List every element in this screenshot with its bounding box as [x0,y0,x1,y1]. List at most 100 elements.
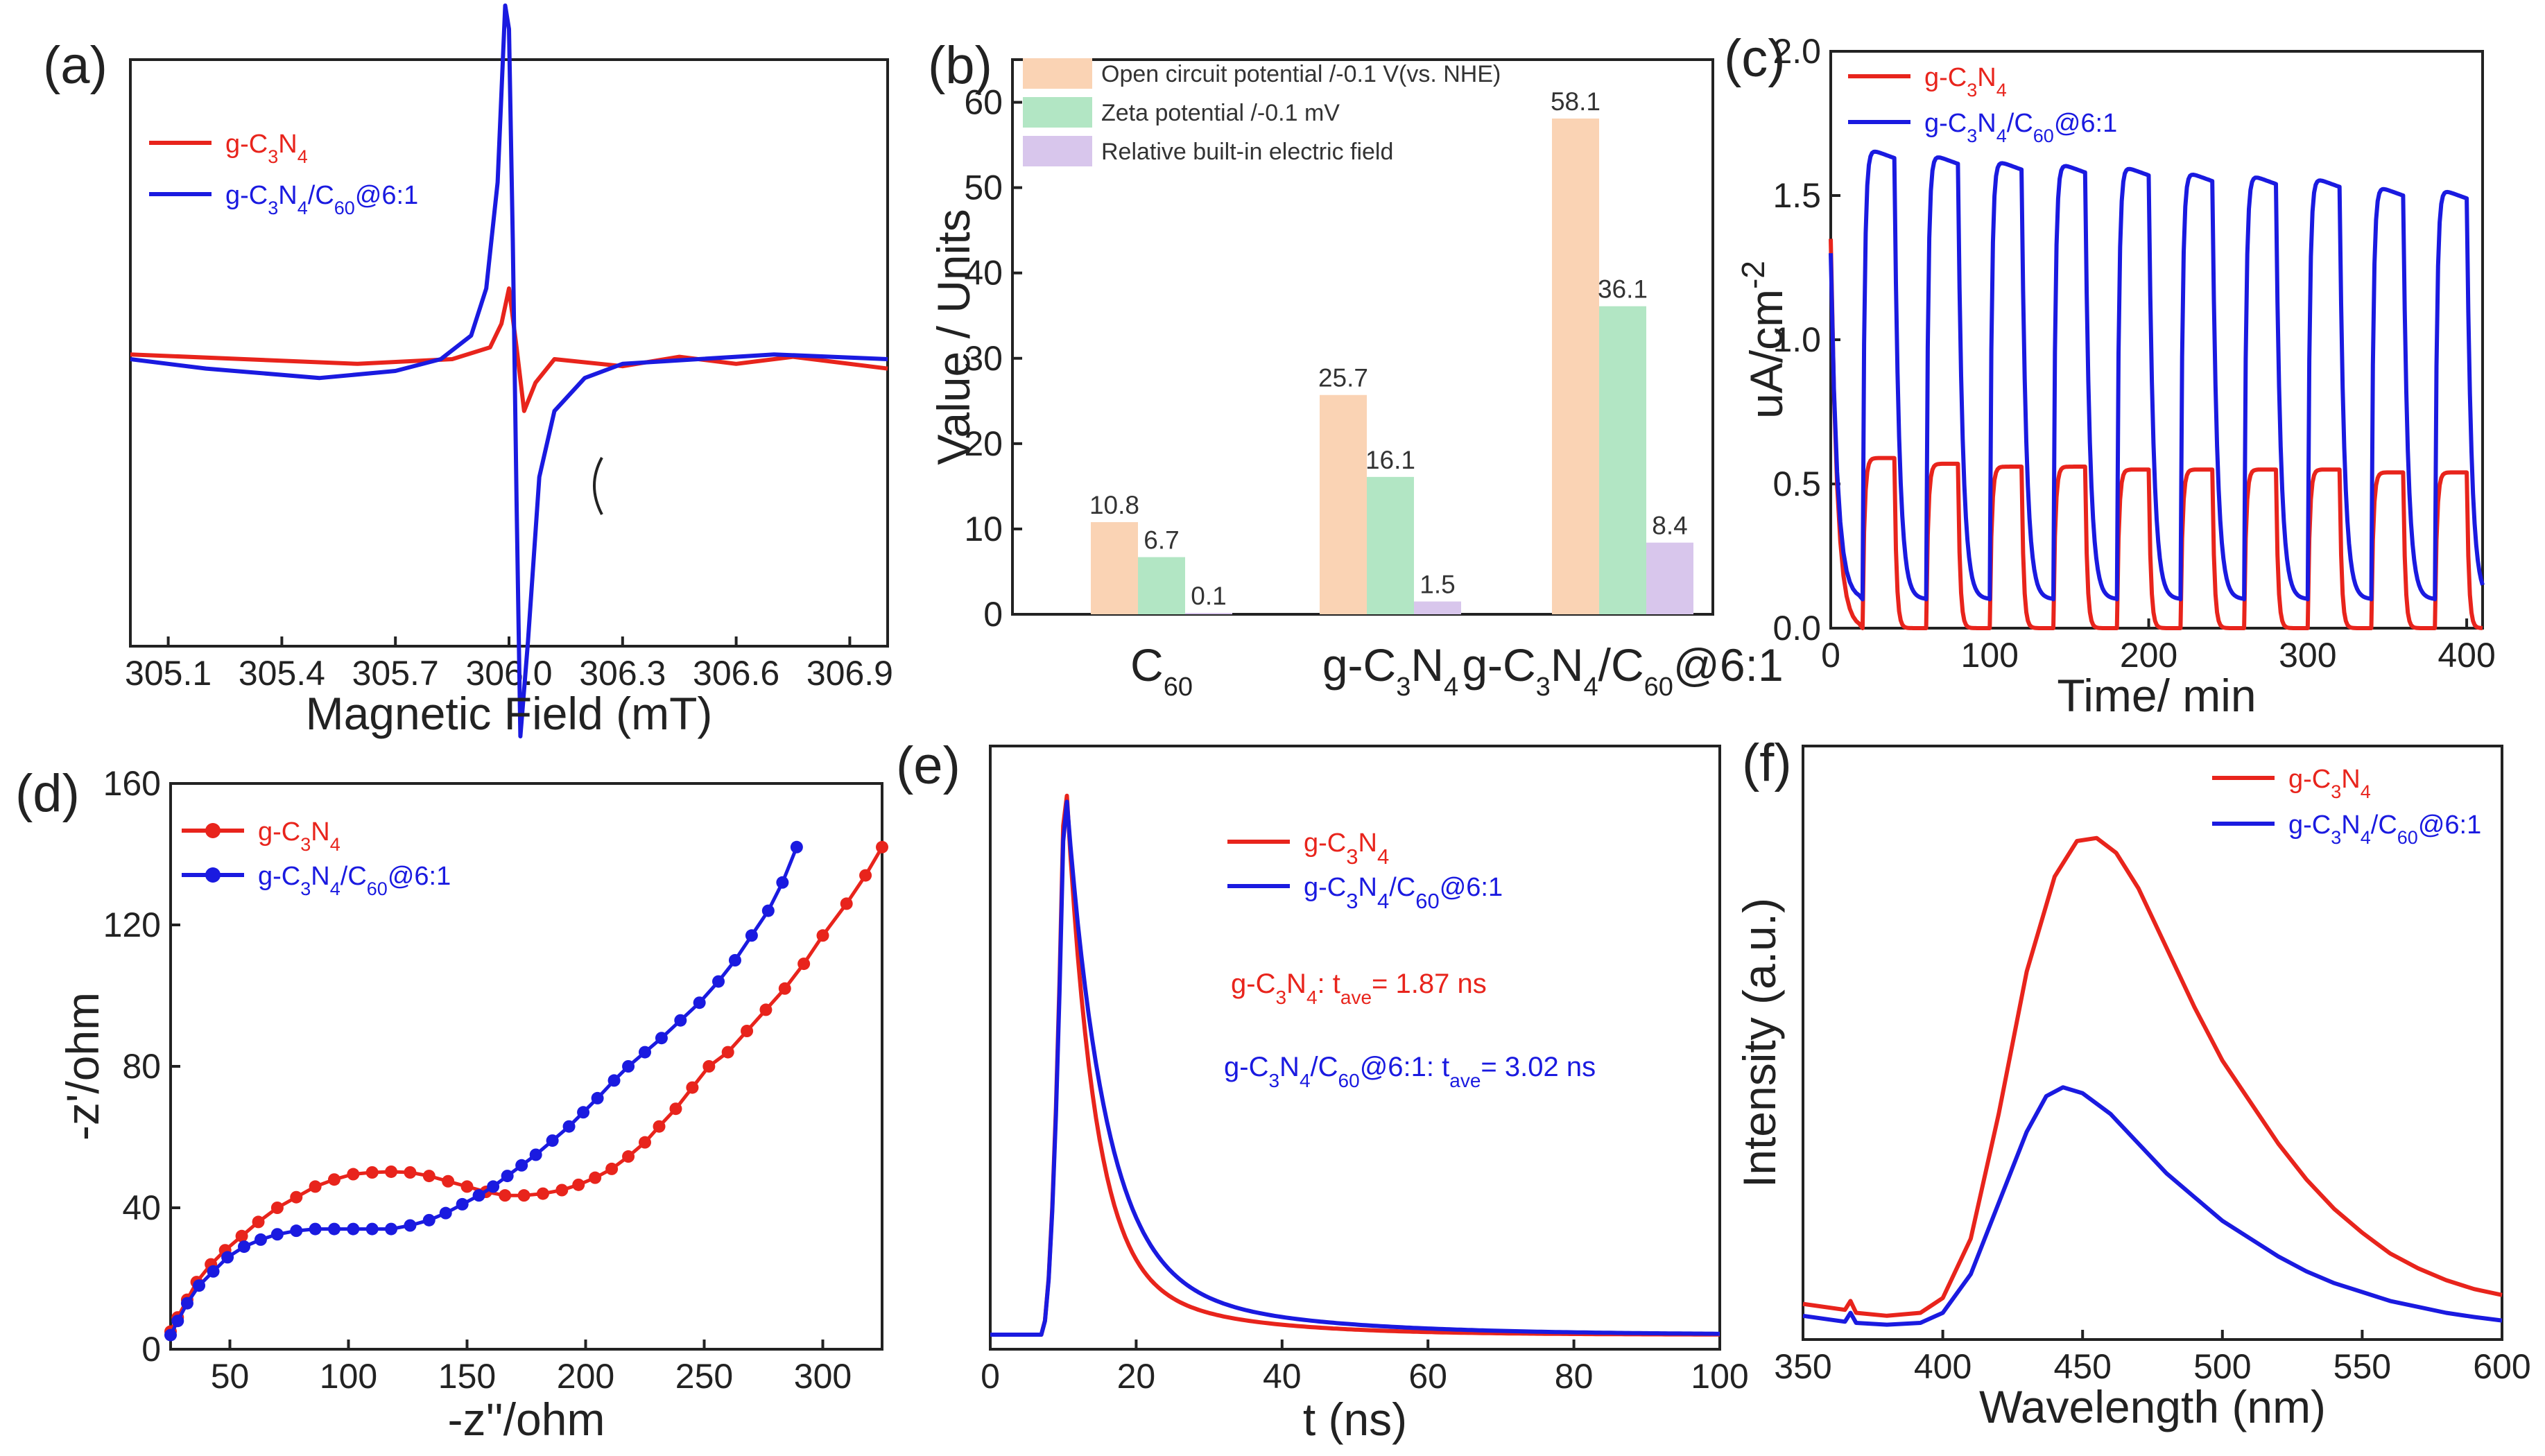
panel-f-legend-1-label: g-C3N4/C60@6:1 [2288,811,2481,848]
panel-e-series-0 [990,793,1720,1337]
x-tick-label: 200 [2120,636,2177,675]
panel-d-point [790,840,803,853]
y-tick-label: 160 [103,764,161,803]
panel-a-xlabel: Magnetic Field (mT) [306,688,713,739]
panel-d-point [501,1170,514,1183]
panel-d-ylabel: -z'/ohm [57,992,108,1141]
y-tick-label: 60 [964,83,1003,122]
panel-d-point [728,954,741,967]
panel-b-bar [1185,613,1232,614]
panel-d-point [562,1120,576,1133]
text-run: / [2371,811,2379,840]
text-run: @6:1 [2418,811,2481,840]
panel-b-bar-label: 8.4 [1652,512,1687,540]
panel-f-label: (f) [1742,734,1792,792]
panel-d-point [797,957,811,971]
text-run: C [1249,1052,1269,1082]
panel-d-point [365,1166,379,1179]
text-run: t [1442,1052,1449,1082]
subscript: 3 [1396,673,1410,702]
panel-d-point [404,1219,417,1232]
text-run: C [2312,811,2331,840]
panel-d-legend-1-marker [205,867,221,883]
panel-d-point [674,1014,687,1027]
text-run: @6:1 [1440,873,1503,902]
panel-d-point [235,1229,248,1242]
panel-b-legend-swatch [1023,58,1092,89]
panel-d-point [442,1175,455,1188]
panel-b-ylabel: Value / Units [928,209,979,465]
panel-b-bar [1414,601,1461,614]
text-run: C [282,862,300,891]
y-tick-label: 1.5 [1772,176,1821,215]
y-tick-label: 20 [964,424,1003,463]
panel-c-xlabel: Time/ min [2057,670,2256,721]
panel-d-label: (d) [15,764,80,823]
text-run: / [1598,639,1612,691]
panel-d-series-1 [169,846,799,1336]
panel-d-point [365,1222,379,1236]
panel-d-legend-0-label: g-C3N4 [258,817,340,855]
x-tick-label: 300 [2279,636,2336,675]
subscript: ave [1340,987,1372,1008]
panel-e-legend-1-label: g-C3N4/C60@6:1 [1304,873,1503,913]
panel-d-point [439,1206,452,1220]
panel-b-legend-label: Zeta potential /-0.1 mV [1101,100,1340,126]
panel-d-point [193,1279,206,1292]
panel-d-point [309,1222,322,1236]
panel-e-frame [989,745,1721,1351]
x-tick-label: 100 [1961,636,2019,675]
text-run: g- [225,181,249,210]
panel-d-point [686,1081,699,1094]
subscript: 3 [1536,673,1551,702]
panel-b-bar [1599,306,1646,614]
text-run: C [1503,639,1536,691]
y-tick-label: 10 [964,510,1003,548]
panel-a-series-1 [130,3,888,738]
text-run: C [1948,109,1967,138]
text-run: N [1358,829,1377,858]
panel-e-label: (e) [896,736,960,795]
y-tick-label: 0.0 [1772,609,1821,648]
y-tick-label: 50 [964,168,1003,207]
panel-d-point [487,1180,500,1193]
text-run: @6:1 [1673,639,1784,691]
text-run: g- [2288,765,2312,794]
subscript: 60 [1338,1070,1360,1091]
panel-d-point [270,1202,284,1214]
panel-d-point [252,1215,265,1229]
panel-d-point [761,904,775,917]
panel-d-point [840,897,853,910]
text-run: @6:1 [355,181,418,210]
panel-a-series-0 [130,286,888,413]
text-run: C [1327,829,1346,858]
panel-b-label: (b) [928,36,992,95]
panel-d-point [327,1173,340,1186]
panel-d-point [589,1171,602,1184]
text-run: N [2341,811,2360,840]
panel-d-point [669,1102,682,1116]
panel-b-bar-label: 6.7 [1144,526,1179,555]
panel-b-legend-swatch [1023,136,1092,166]
panel-d-point [171,1315,184,1328]
x-tick-label: 305.7 [352,654,439,693]
panel-e-annotation-0: g-C3N4: tave= 1.87 ns [1231,969,1487,1008]
x-tick-label: 80 [1555,1357,1594,1396]
y-tick-label: 120 [103,905,161,944]
panel-d-legend-0-marker [205,823,221,838]
panel-d-xlabel: -z''/ohm [448,1394,605,1445]
panel-c-ylabel: uA/cm-2 [1735,261,1792,419]
text-run: g- [1304,829,1327,858]
subscript: 4 [1583,673,1598,702]
x-tick-label: 305.4 [239,654,325,693]
text-run: C [2312,765,2331,794]
subscript: 60 [334,198,355,218]
panel-d-point [347,1222,360,1236]
text-run: = 3.02 ns [1481,1052,1596,1082]
subscript: 3 [1346,844,1358,869]
text-run: N [1286,969,1306,999]
panel-d-point [876,840,888,853]
panel-d-point [546,1134,559,1147]
panel-d-point [460,1180,474,1193]
panel-d-point [778,982,791,995]
